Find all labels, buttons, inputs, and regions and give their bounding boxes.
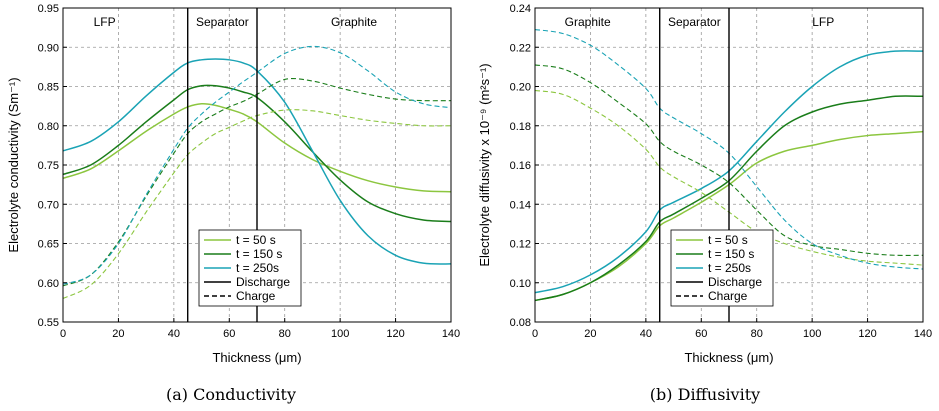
- region-label: Graphite: [565, 15, 611, 29]
- x-tick-label: 80: [279, 328, 291, 340]
- charge-series-t-250s-line: [62, 45, 452, 285]
- discharge-series-t-250s-line: [534, 50, 924, 294]
- x-tick-label: 80: [751, 328, 763, 340]
- x-tick-label: 140: [442, 328, 460, 340]
- region-label: Graphite: [331, 15, 377, 29]
- x-tick-label: 100: [803, 328, 821, 340]
- legend-label: t = 50 s: [236, 233, 276, 247]
- legend-label: t = 250s: [236, 261, 279, 275]
- x-tick-label: 40: [640, 328, 652, 340]
- legend-label: t = 150 s: [236, 247, 282, 261]
- y-tick-label: 0.22: [510, 42, 531, 54]
- x-tick-label: 40: [168, 328, 180, 340]
- y-tick-label: 0.90: [38, 42, 59, 54]
- y-tick-label: 0.12: [510, 239, 531, 251]
- x-tick-label: 60: [695, 328, 707, 340]
- y-tick-label: 0.08: [510, 317, 531, 329]
- y-tick-label: 0.55: [38, 317, 59, 329]
- y-tick-label: 0.10: [510, 278, 531, 290]
- discharge-series-t-50-s-line: [534, 130, 924, 302]
- chart-panel-diffusivity: 0 20 40 60 80 100 120 140 0.08 0.10 0.12 0.14 0.16 0.…: [477, 3, 932, 404]
- y-tick-label: 0.80: [38, 121, 59, 133]
- legend-label: Charge: [236, 289, 276, 303]
- region-label: LFP: [812, 15, 834, 29]
- x-tick-label: 100: [331, 328, 349, 340]
- legend-label: Charge: [708, 289, 748, 303]
- y-tick-label: 0.70: [38, 199, 59, 211]
- y-tick-label: 0.14: [510, 199, 531, 211]
- legend-label: t = 250s: [708, 261, 751, 275]
- x-axis-title: Thickness (μm): [212, 350, 301, 365]
- discharge-series-t-50-s-line: [62, 102, 452, 193]
- y-tick-label: 0.75: [38, 160, 59, 172]
- discharge-series-t-150-s-line: [534, 95, 924, 302]
- figure-caption: (a) Conductivity: [166, 385, 296, 404]
- charge-series-t-150-s-line: [534, 64, 924, 256]
- discharge-series-t-250s-line: [62, 58, 452, 265]
- chart-panel-conductivity: 0 20 40 60 80 100 120 140 0.55 0.60 0.65 0.70 0.75 0.…: [6, 3, 460, 404]
- y-tick-label: 0.85: [38, 82, 59, 94]
- y-axis-title: Electrolyte conductivity (Sm⁻¹): [6, 77, 21, 252]
- figure-caption: (b) Diffusivity: [650, 385, 760, 404]
- x-tick-label: 0: [532, 328, 538, 340]
- region-label: Separator: [668, 15, 721, 29]
- legend-label: t = 50 s: [708, 233, 748, 247]
- y-tick-label: 0.60: [38, 278, 59, 290]
- charge-series-t-250s-line: [534, 29, 924, 270]
- x-tick-label: 140: [914, 328, 932, 340]
- y-tick-label: 0.16: [510, 160, 531, 172]
- legend-label: Discharge: [708, 275, 762, 289]
- x-tick-label: 0: [60, 328, 66, 340]
- x-tick-label: 120: [858, 328, 876, 340]
- region-label: LFP: [94, 15, 116, 29]
- y-tick-label: 0.65: [38, 239, 59, 251]
- x-tick-label: 20: [112, 328, 124, 340]
- region-label: Separator: [196, 15, 249, 29]
- y-tick-label: 0.95: [38, 3, 59, 15]
- discharge-series-t-150-s-line: [62, 84, 452, 223]
- x-tick-label: 120: [386, 328, 404, 340]
- legend-label: Discharge: [236, 275, 290, 289]
- x-tick-label: 60: [223, 328, 235, 340]
- x-tick-label: 20: [584, 328, 596, 340]
- y-tick-label: 0.18: [510, 121, 531, 133]
- y-tick-label: 0.24: [510, 3, 531, 15]
- legend-label: t = 150 s: [708, 247, 754, 261]
- y-axis-title: Electrolyte diffusivity x 10⁻⁹ (m²s⁻¹): [477, 63, 492, 266]
- x-axis-title: Thickness (μm): [684, 350, 773, 365]
- y-tick-label: 0.20: [510, 82, 531, 94]
- charge-series-t-50-s-line: [62, 109, 452, 299]
- charge-series-t-150-s-line: [62, 77, 452, 287]
